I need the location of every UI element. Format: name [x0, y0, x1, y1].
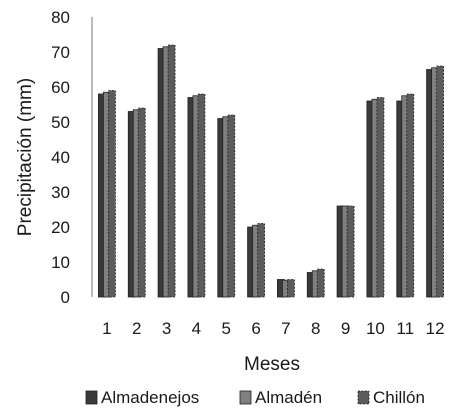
legend-swatch-almadenejos	[86, 391, 97, 404]
x-tick-label: 4	[192, 319, 201, 338]
bar-chilln-11	[407, 94, 414, 297]
bar-chilln-5	[228, 115, 235, 297]
y-tick-label: 0	[61, 288, 70, 307]
y-tick-label: 10	[51, 253, 70, 272]
y-tick-label: 60	[51, 78, 70, 97]
bar-chilln-12	[437, 66, 444, 297]
x-tick-label: 12	[426, 319, 445, 338]
x-tick-label: 3	[162, 319, 171, 338]
legend: Almadenejos Almadén Chillón	[86, 388, 425, 407]
bar-chilln-4	[198, 94, 205, 297]
bar-chilln-1	[108, 91, 115, 298]
y-axis-title: Precipitación (mm)	[15, 78, 36, 236]
x-tick-label: 6	[251, 319, 260, 338]
x-tick-label: 1	[102, 319, 111, 338]
bar-chilln-8	[317, 269, 324, 297]
x-tick-label: 10	[366, 319, 385, 338]
legend-label-chilln: Chillón	[373, 388, 425, 407]
legend-swatch-chilln	[358, 391, 369, 404]
y-tick-label: 20	[51, 218, 70, 237]
x-tick-label: 2	[132, 319, 141, 338]
bar-chilln-3	[168, 45, 175, 297]
y-tick-label: 50	[51, 113, 70, 132]
y-tick-label: 70	[51, 43, 70, 62]
legend-swatch-almadn	[240, 391, 251, 404]
y-tick-label: 40	[51, 148, 70, 167]
bar-chilln-6	[258, 224, 265, 298]
legend-label-almadn: Almadén	[255, 388, 322, 407]
y-axis-tick-labels: 0 10 20 30 40 50 60 70 80	[51, 8, 70, 307]
y-tick-label: 80	[51, 8, 70, 27]
bar-chilln-10	[377, 98, 384, 298]
x-tick-label: 9	[341, 319, 350, 338]
x-tick-label: 11	[396, 319, 414, 338]
x-axis-title: Meses	[244, 354, 300, 375]
x-tick-label: 7	[281, 319, 290, 338]
y-tick-label: 30	[51, 183, 70, 202]
bar-chilln-9	[347, 206, 354, 297]
bar-chilln-2	[138, 108, 145, 297]
x-axis-tick-labels: 1 2 3 4 5 6 7 8 9 10 11 12	[102, 319, 444, 338]
x-tick-label: 5	[222, 319, 231, 338]
legend-label-almadenejos: Almadenejos	[101, 388, 199, 407]
x-tick-label: 8	[311, 319, 320, 338]
bar-chilln-7	[287, 280, 294, 298]
bars-group	[98, 45, 443, 297]
